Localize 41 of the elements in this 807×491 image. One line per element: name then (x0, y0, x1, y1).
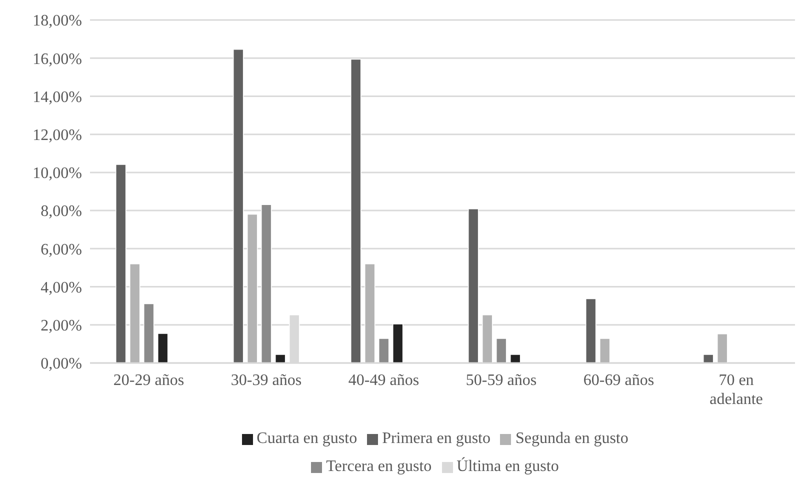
legend-label: Tercera en gusto (326, 458, 432, 475)
bar (599, 338, 610, 363)
y-tick-label: 14,00% (32, 88, 82, 106)
x-tick-label: 30-39 años (230, 372, 302, 389)
y-tick-label: 4,00% (40, 279, 82, 296)
y-tick-label: 10,00% (32, 165, 82, 182)
legend-label: Segunda en gusto (515, 430, 628, 447)
y-tick-label: 8,00% (40, 203, 82, 220)
bar (274, 354, 286, 363)
bar (115, 164, 126, 363)
legend-label: Primera en gusto (382, 430, 490, 447)
bar (350, 58, 362, 363)
x-tick-label: 50-59 años (466, 372, 537, 389)
bar (232, 48, 244, 363)
y-tick-label: 18,00% (32, 12, 82, 30)
legend-label: Cuarta en gusto (256, 430, 358, 447)
bar (129, 264, 140, 363)
bar (496, 338, 507, 363)
bar (482, 314, 493, 363)
bar (716, 333, 728, 363)
bar (143, 303, 154, 363)
legend-label: Última en gusto (456, 458, 559, 475)
bar (702, 354, 714, 363)
bar (468, 208, 479, 363)
bar (510, 354, 521, 363)
y-tick-label: 0,00% (40, 356, 82, 373)
x-tick-label: 60-69 años (583, 372, 654, 389)
bar (364, 264, 376, 363)
x-tick-label: 20-29 años (113, 372, 184, 389)
bar (378, 338, 390, 363)
x-tick-label: 40-49 años (348, 372, 420, 389)
bar (392, 324, 404, 363)
y-tick-label: 6,00% (40, 241, 82, 258)
y-tick-label: 2,00% (40, 318, 82, 335)
bar (260, 204, 272, 363)
bar (246, 214, 258, 363)
y-tick-label: 12,00% (32, 127, 82, 144)
bar (157, 333, 168, 363)
y-tick-label: 16,00% (32, 50, 82, 68)
x-tick-label: 70 en adelante (710, 372, 763, 408)
bar (585, 298, 596, 363)
